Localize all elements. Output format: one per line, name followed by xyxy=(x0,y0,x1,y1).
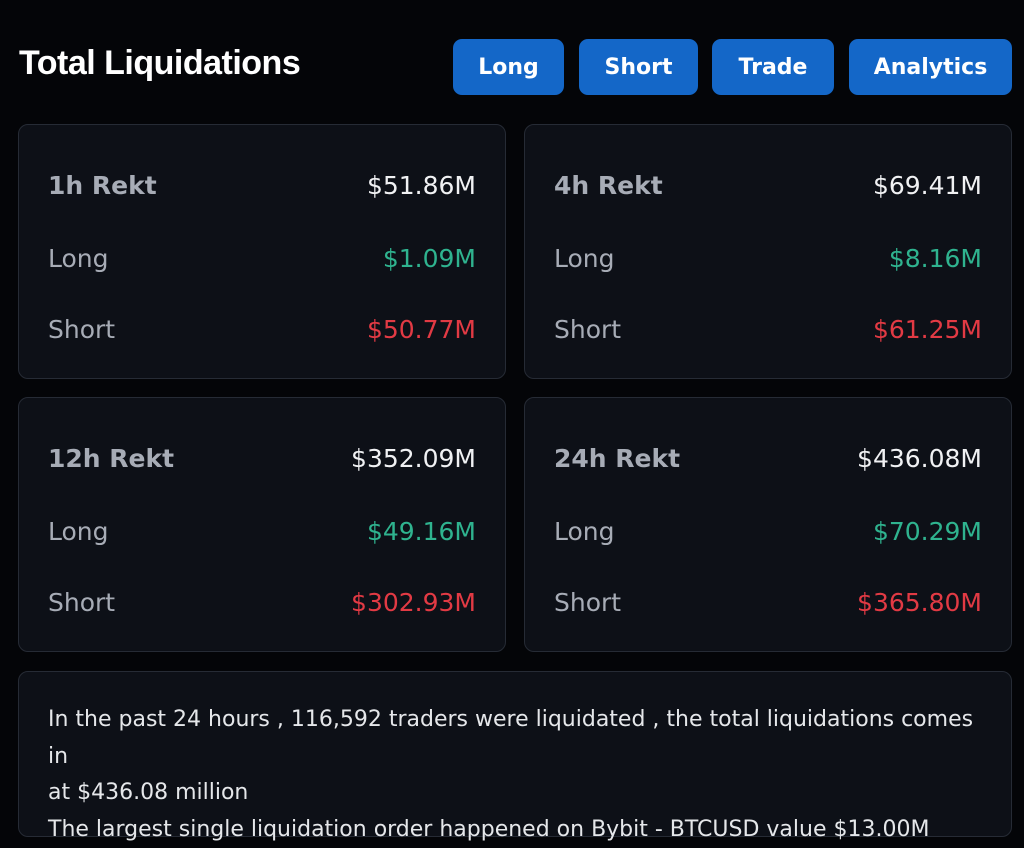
long-row: Long $49.16M xyxy=(48,513,476,549)
short-value: $50.77M xyxy=(367,315,476,344)
short-row: Short $61.25M xyxy=(554,311,982,347)
rekt-row: 1h Rekt $51.86M xyxy=(48,167,476,203)
long-value: $49.16M xyxy=(367,517,476,546)
long-value: $8.16M xyxy=(889,244,982,273)
summary-line-2: at $436.08 million xyxy=(48,775,983,812)
short-button[interactable]: Short xyxy=(579,39,698,95)
rekt-row: 12h Rekt $352.09M xyxy=(48,440,476,476)
short-value: $302.93M xyxy=(351,588,476,617)
card-1h: 1h Rekt $51.86M Long $1.09M Short $50.77… xyxy=(18,124,506,379)
analytics-button[interactable]: Analytics xyxy=(849,39,1012,95)
period-label: 24h Rekt xyxy=(554,444,680,473)
summary-panel: In the past 24 hours , 116,592 traders w… xyxy=(18,671,1012,837)
short-value: $365.80M xyxy=(857,588,982,617)
long-label: Long xyxy=(554,244,615,273)
period-label: 1h Rekt xyxy=(48,171,157,200)
long-row: Long $8.16M xyxy=(554,240,982,276)
short-label: Short xyxy=(48,588,115,617)
short-label: Short xyxy=(554,588,621,617)
long-label: Long xyxy=(48,517,109,546)
long-row: Long $70.29M xyxy=(554,513,982,549)
long-row: Long $1.09M xyxy=(48,240,476,276)
short-label: Short xyxy=(554,315,621,344)
total-value: $51.86M xyxy=(367,171,476,200)
summary-line-1: In the past 24 hours , 116,592 traders w… xyxy=(48,702,983,775)
short-label: Short xyxy=(48,315,115,344)
short-value: $61.25M xyxy=(873,315,982,344)
total-value: $436.08M xyxy=(857,444,982,473)
summary-line-3: The largest single liquidation order hap… xyxy=(48,812,983,848)
long-label: Long xyxy=(554,517,615,546)
card-12h: 12h Rekt $352.09M Long $49.16M Short $30… xyxy=(18,397,506,652)
total-value: $69.41M xyxy=(873,171,982,200)
long-value: $1.09M xyxy=(383,244,476,273)
long-label: Long xyxy=(48,244,109,273)
page-title: Total Liquidations xyxy=(19,44,300,83)
card-24h: 24h Rekt $436.08M Long $70.29M Short $36… xyxy=(524,397,1012,652)
rekt-row: 4h Rekt $69.41M xyxy=(554,167,982,203)
long-button[interactable]: Long xyxy=(453,39,564,95)
card-4h: 4h Rekt $69.41M Long $8.16M Short $61.25… xyxy=(524,124,1012,379)
short-row: Short $365.80M xyxy=(554,584,982,620)
rekt-row: 24h Rekt $436.08M xyxy=(554,440,982,476)
short-row: Short $50.77M xyxy=(48,311,476,347)
total-value: $352.09M xyxy=(351,444,476,473)
period-label: 12h Rekt xyxy=(48,444,174,473)
trade-button[interactable]: Trade xyxy=(712,39,834,95)
period-label: 4h Rekt xyxy=(554,171,663,200)
long-value: $70.29M xyxy=(873,517,982,546)
short-row: Short $302.93M xyxy=(48,584,476,620)
